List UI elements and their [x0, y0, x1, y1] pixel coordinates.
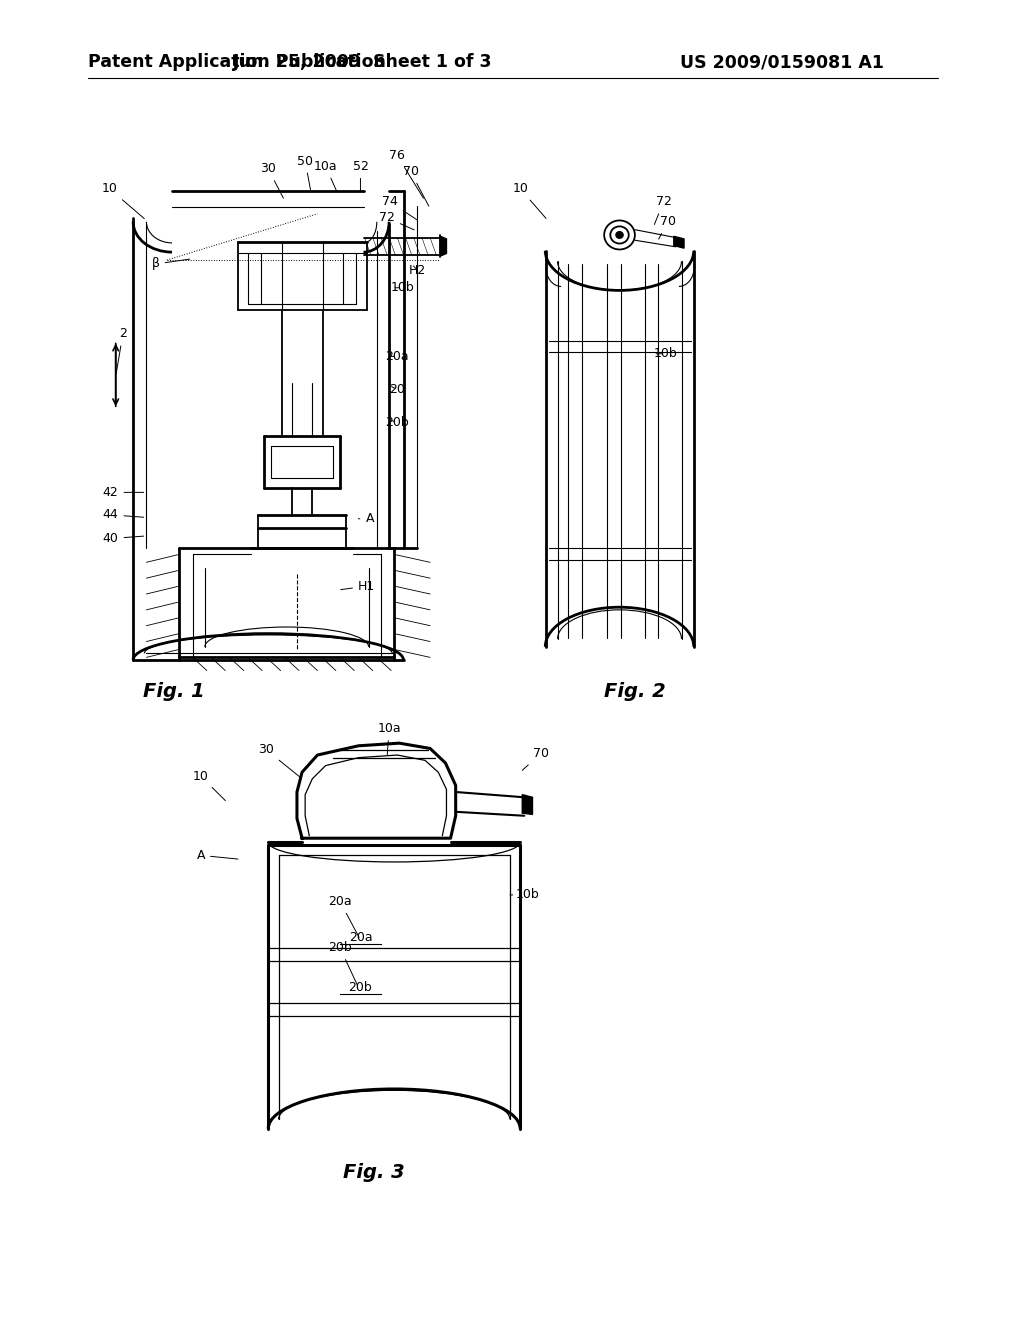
Text: 70: 70: [658, 215, 676, 239]
Text: 50: 50: [297, 154, 313, 191]
Text: 20: 20: [389, 383, 406, 396]
Text: US 2009/0159081 A1: US 2009/0159081 A1: [680, 53, 884, 71]
Text: 10: 10: [101, 182, 144, 219]
Text: 10: 10: [193, 770, 225, 801]
Text: 20a: 20a: [348, 931, 373, 944]
Ellipse shape: [616, 232, 623, 238]
Text: Patent Application Publication: Patent Application Publication: [88, 53, 386, 71]
Ellipse shape: [610, 227, 629, 243]
Text: 10: 10: [512, 182, 546, 218]
Text: 30: 30: [258, 743, 300, 777]
Text: A: A: [358, 512, 374, 525]
Text: 10a: 10a: [377, 722, 401, 755]
Text: 2: 2: [116, 327, 127, 374]
Text: 20b: 20b: [348, 981, 373, 994]
Text: 52: 52: [352, 160, 369, 191]
Text: 30: 30: [260, 162, 284, 198]
Text: 70: 70: [522, 747, 549, 771]
Text: 72: 72: [654, 195, 672, 224]
Ellipse shape: [604, 220, 635, 249]
Text: 20b: 20b: [328, 941, 357, 985]
Text: Fig. 2: Fig. 2: [604, 682, 666, 701]
Text: A: A: [197, 849, 238, 862]
Text: 40: 40: [102, 532, 143, 545]
Text: Fig. 1: Fig. 1: [143, 682, 205, 701]
Polygon shape: [674, 236, 684, 248]
Text: 44: 44: [102, 508, 143, 521]
Text: 74: 74: [382, 195, 418, 220]
Text: Fig. 3: Fig. 3: [343, 1163, 404, 1181]
Text: 76: 76: [389, 149, 424, 198]
Polygon shape: [522, 795, 532, 814]
Text: β: β: [152, 257, 189, 271]
Text: H1: H1: [341, 579, 375, 593]
Text: 42: 42: [102, 486, 143, 499]
Text: 20a: 20a: [328, 895, 359, 937]
Text: 70: 70: [402, 165, 429, 206]
Text: 10a: 10a: [313, 160, 338, 191]
Text: Jun. 25, 2009  Sheet 1 of 3: Jun. 25, 2009 Sheet 1 of 3: [232, 53, 493, 71]
Text: 72: 72: [379, 211, 415, 230]
Text: 10b: 10b: [510, 888, 540, 902]
Text: 10b: 10b: [390, 281, 415, 294]
Polygon shape: [440, 236, 446, 256]
Text: 20a: 20a: [385, 350, 410, 363]
Text: 20b: 20b: [385, 416, 410, 429]
Text: H2: H2: [410, 264, 426, 277]
Text: 10b: 10b: [653, 347, 678, 360]
